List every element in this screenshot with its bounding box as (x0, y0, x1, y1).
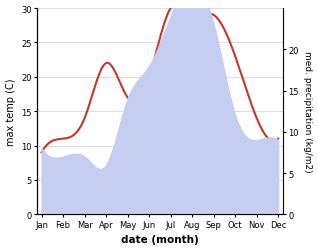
Y-axis label: max temp (C): max temp (C) (5, 78, 16, 145)
X-axis label: date (month): date (month) (121, 234, 199, 244)
Y-axis label: med. precipitation (kg/m2): med. precipitation (kg/m2) (303, 51, 313, 172)
